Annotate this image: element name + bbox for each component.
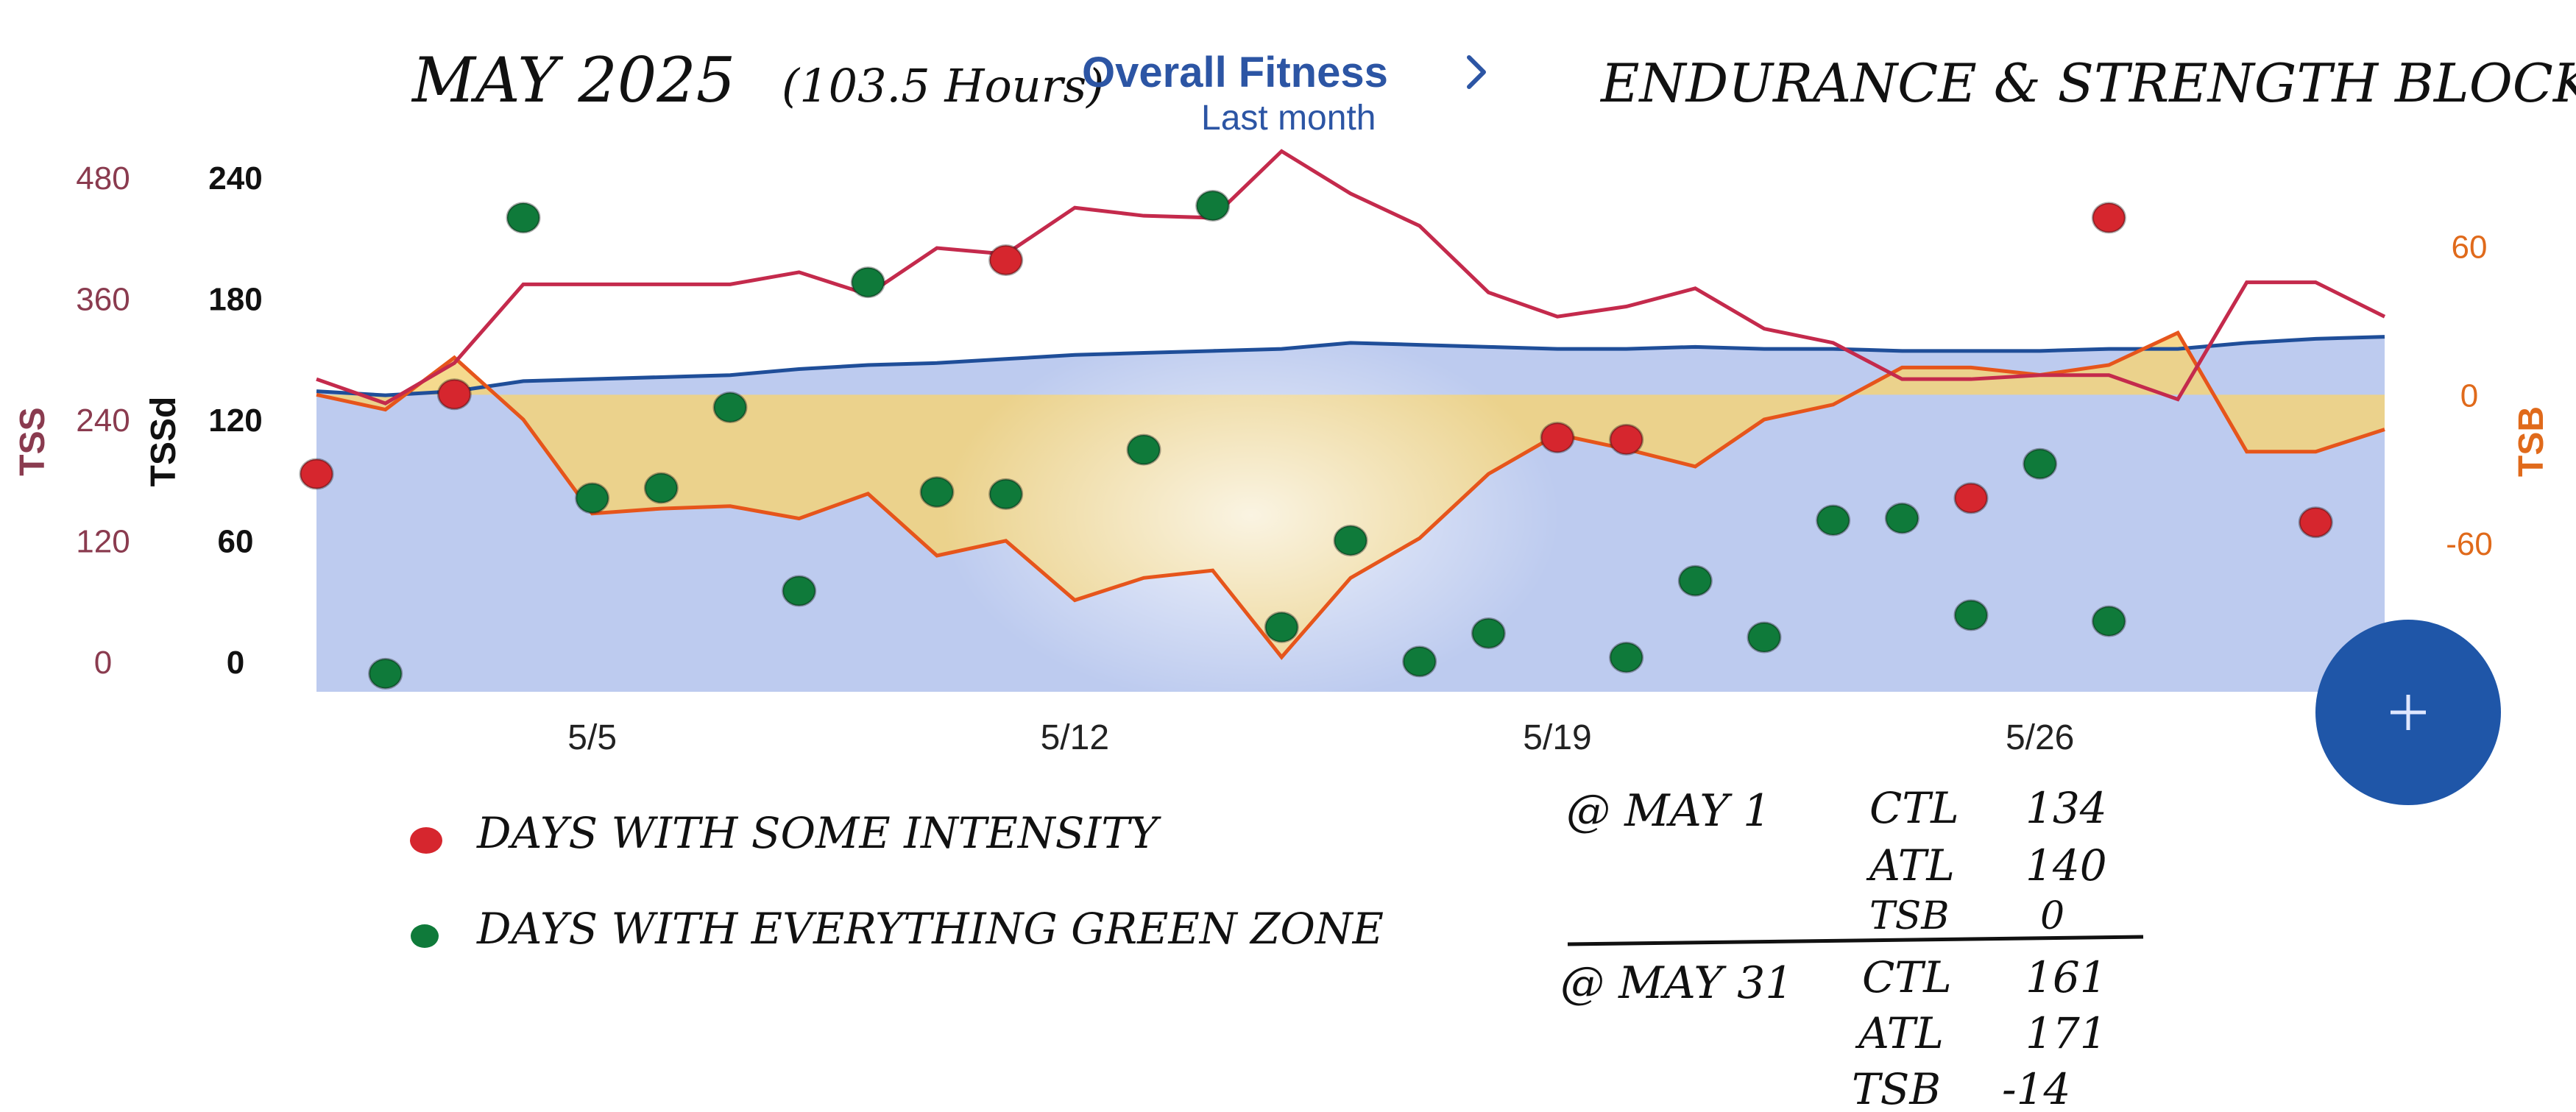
dot-green-zone — [1884, 502, 1919, 534]
page-subtitle: Last month — [1201, 99, 1376, 138]
note-may31-label: @ MAY 31 — [1560, 957, 1793, 1009]
note-tsb-value: -14 — [2002, 1064, 2070, 1112]
atl-line — [316, 149, 2386, 406]
dot-green-zone — [1609, 641, 1644, 673]
x-tick-label: 5/26 — [2006, 718, 2074, 757]
dot-green-zone — [712, 392, 748, 424]
dot-green-zone — [919, 476, 955, 509]
dot-intensity — [436, 378, 472, 411]
dot-green-zone — [988, 478, 1024, 510]
note-atl-value: 171 — [2025, 1008, 2107, 1058]
highlight-glow — [942, 324, 1560, 706]
tss-tick-label: 0 — [94, 645, 112, 681]
dot-green-zone — [1816, 504, 1851, 536]
tssd-tick-label: 240 — [208, 160, 262, 196]
handwritten-block-title: ENDURANCE & STRENGTH BLOCK — [1599, 52, 2576, 114]
dot-intensity — [988, 244, 1024, 276]
note-atl-value: 140 — [2025, 840, 2107, 890]
tsb-tick-label: 0 — [2460, 378, 2478, 414]
note-tsb-value: 0 — [2040, 894, 2064, 938]
tssd-tick-label: 0 — [227, 645, 244, 681]
dot-green-zone — [1126, 433, 1161, 466]
tss-tick-label: 120 — [76, 523, 130, 559]
dot-green-zone — [1677, 564, 1713, 597]
dot-intensity — [1540, 422, 1575, 454]
dot-intensity — [1609, 423, 1644, 456]
note-ctl-value: 134 — [2025, 783, 2107, 833]
dot-intensity — [2091, 202, 2126, 234]
note-ctl-label: CTL — [1862, 952, 1952, 1002]
dot-green-zone — [506, 202, 541, 234]
note-tsb-label: TSB — [1852, 1064, 1941, 1112]
note-ctl-value: 161 — [2025, 952, 2107, 1002]
x-tick-label: 5/19 — [1523, 718, 1591, 757]
tssd-tick-label: 180 — [208, 282, 262, 318]
notes-divider — [1567, 935, 2144, 946]
chevron-right-icon[interactable] — [1467, 55, 1486, 89]
tsb-axis-title: TSB — [2512, 406, 2551, 477]
dot-green-zone — [1333, 524, 1368, 556]
dot-green-zone — [643, 472, 679, 504]
dot-green-zone — [782, 575, 817, 607]
dot-green-zone — [368, 657, 403, 690]
dot-green-zone — [1471, 617, 1506, 650]
x-tick-label: 5/12 — [1041, 718, 1109, 757]
legend-label: DAYS WITH EVERYTHING GREEN ZONE — [476, 904, 1384, 954]
note-may1-label: @ MAY 1 — [1566, 785, 1771, 837]
legend: DAYS WITH SOME INTENSITY DAYS WITH EVERY… — [410, 808, 1384, 954]
page-title[interactable]: Overall Fitness — [1082, 49, 1388, 96]
note-atl-label: ATL — [1866, 840, 1955, 890]
handwritten-hours: (103.5 Hours) — [782, 59, 1104, 113]
dot-green-zone — [1195, 189, 1231, 222]
dot-green-zone — [850, 266, 885, 299]
legend-label: DAYS WITH SOME INTENSITY — [476, 808, 1161, 858]
tssd-tick-label: 120 — [208, 403, 262, 439]
dot-green-zone — [2023, 447, 2058, 480]
dot-green-zone — [2091, 605, 2126, 637]
x-axis: 5/5 5/12 5/19 5/26 — [567, 718, 2074, 757]
tssd-tick-label: 60 — [218, 523, 254, 559]
legend-item-intensity: DAYS WITH SOME INTENSITY — [410, 808, 1161, 858]
dot-green-zone — [575, 482, 610, 514]
tss-tick-label: 480 — [76, 160, 130, 196]
tss-tick-label: 360 — [76, 282, 130, 318]
tsb-tick-label: -60 — [2446, 526, 2493, 562]
dot-green-zone — [1402, 645, 1437, 678]
legend-item-green-zone: DAYS WITH EVERYTHING GREEN ZONE — [411, 904, 1384, 954]
tss-tick-label: 240 — [76, 403, 130, 439]
dot-intensity — [299, 458, 334, 490]
handwritten-notes: @ MAY 1 CTL 134 ATL 140 TSB 0 @ MAY 31 C… — [1560, 783, 2144, 1112]
note-atl-label: ATL — [1855, 1008, 1944, 1058]
add-button[interactable] — [2315, 620, 2501, 805]
ctl-line — [316, 335, 2385, 397]
tss-axis-title: TSS — [13, 407, 52, 475]
dot-intensity — [2298, 506, 2333, 539]
legend-swatch-green — [411, 924, 439, 948]
dot-intensity — [1953, 482, 1989, 514]
tsb-tick-label: 60 — [2452, 230, 2488, 266]
note-ctl-label: CTL — [1869, 783, 1959, 833]
dot-green-zone — [1953, 599, 1989, 631]
note-tsb-label: TSB — [1869, 894, 1950, 938]
dot-green-zone — [1747, 621, 1782, 654]
legend-swatch-red — [410, 827, 442, 854]
dot-green-zone — [1264, 611, 1299, 643]
plus-icon — [2391, 695, 2426, 730]
tssd-axis-title: TSSd — [144, 397, 183, 487]
handwritten-month-title: MAY 2025 — [411, 44, 735, 116]
axes: 0 120 240 360 480 0 60 120 180 240 -60 0 60 TSS TSSd TS… — [13, 160, 2551, 681]
plot-area — [299, 149, 2386, 706]
x-tick-label: 5/5 — [567, 718, 617, 757]
